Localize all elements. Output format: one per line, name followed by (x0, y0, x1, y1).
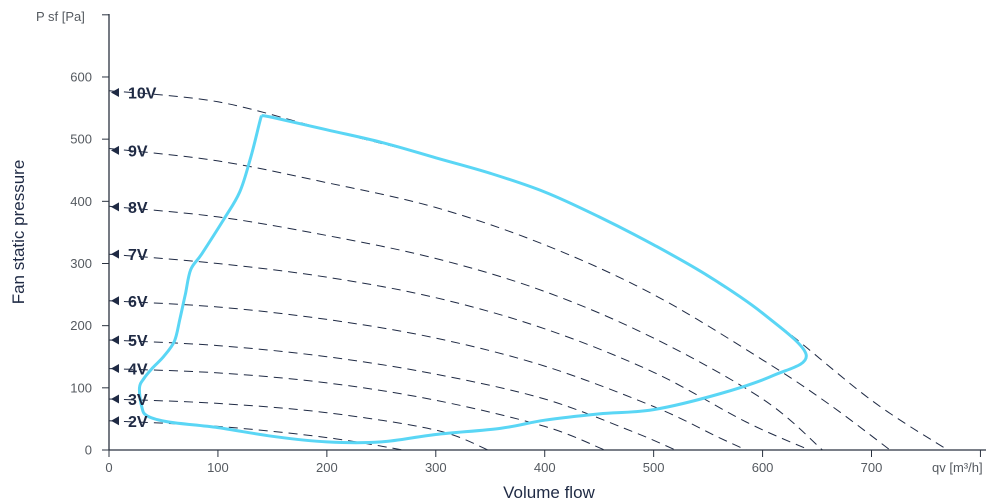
x-unit-label: qv [m³/h] (932, 460, 983, 475)
voltage-label-9V: 9V (128, 143, 148, 160)
voltage-curves (108, 90, 949, 451)
operating-envelope (137, 114, 808, 445)
y-axis-title: Fan static pressure (9, 160, 28, 305)
arrow-left-icon (111, 416, 119, 426)
x-tick-label: 700 (861, 460, 883, 475)
x-axis-title: Volume flow (503, 483, 595, 502)
x-tick-label: 100 (207, 460, 229, 475)
arrow-left-icon (111, 249, 119, 259)
y-tick-label: 300 (70, 256, 92, 271)
voltage-label-10V: 10V (128, 86, 157, 103)
x-tick-label: 500 (643, 460, 665, 475)
curve-8V (108, 205, 823, 451)
voltage-label-8V: 8V (128, 200, 148, 217)
curve-4V (108, 368, 605, 451)
curve-2V (108, 420, 404, 451)
y-tick-label: 600 (70, 69, 92, 84)
arrow-left-icon (111, 364, 119, 374)
voltage-labels: 10V 9V 8V 7V 6V 5V 4V 3V 2V (111, 86, 157, 431)
arrow-left-icon (111, 88, 119, 98)
curve-3V (108, 398, 489, 451)
x-tick-label: 200 (316, 460, 338, 475)
voltage-label-5V: 5V (128, 333, 148, 350)
curve-6V (108, 300, 747, 451)
arrow-left-icon (111, 145, 119, 155)
voltage-label-6V: 6V (128, 294, 148, 311)
voltage-label-3V: 3V (128, 392, 148, 409)
y-tick-label: 0 (85, 443, 92, 458)
curve-9V (108, 148, 891, 451)
voltage-label-7V: 7V (128, 247, 148, 264)
x-tick-label: 600 (752, 460, 774, 475)
envelope-line (137, 114, 808, 445)
arrow-left-icon (111, 296, 119, 306)
curve-7V (108, 253, 810, 451)
voltage-label-4V: 4V (128, 362, 148, 379)
y-ticks: 0 100 200 300 400 500 600 (70, 14, 109, 458)
x-ticks: 0 100 200 300 400 500 600 700 (105, 450, 981, 475)
y-tick-label: 100 (70, 380, 92, 395)
voltage-label-2V: 2V (128, 414, 148, 431)
x-tick-label: 0 (105, 460, 112, 475)
arrow-left-icon (111, 394, 119, 404)
axes (108, 14, 986, 451)
curve-10V (108, 90, 949, 451)
arrow-left-icon (111, 335, 119, 345)
arrow-left-icon (111, 202, 119, 212)
x-tick-label: 400 (534, 460, 556, 475)
y-tick-label: 400 (70, 194, 92, 209)
y-unit-label: P sf [Pa] (36, 9, 85, 24)
x-tick-label: 300 (425, 460, 447, 475)
y-tick-label: 500 (70, 132, 92, 147)
y-tick-label: 200 (70, 318, 92, 333)
curve-5V (108, 339, 676, 451)
